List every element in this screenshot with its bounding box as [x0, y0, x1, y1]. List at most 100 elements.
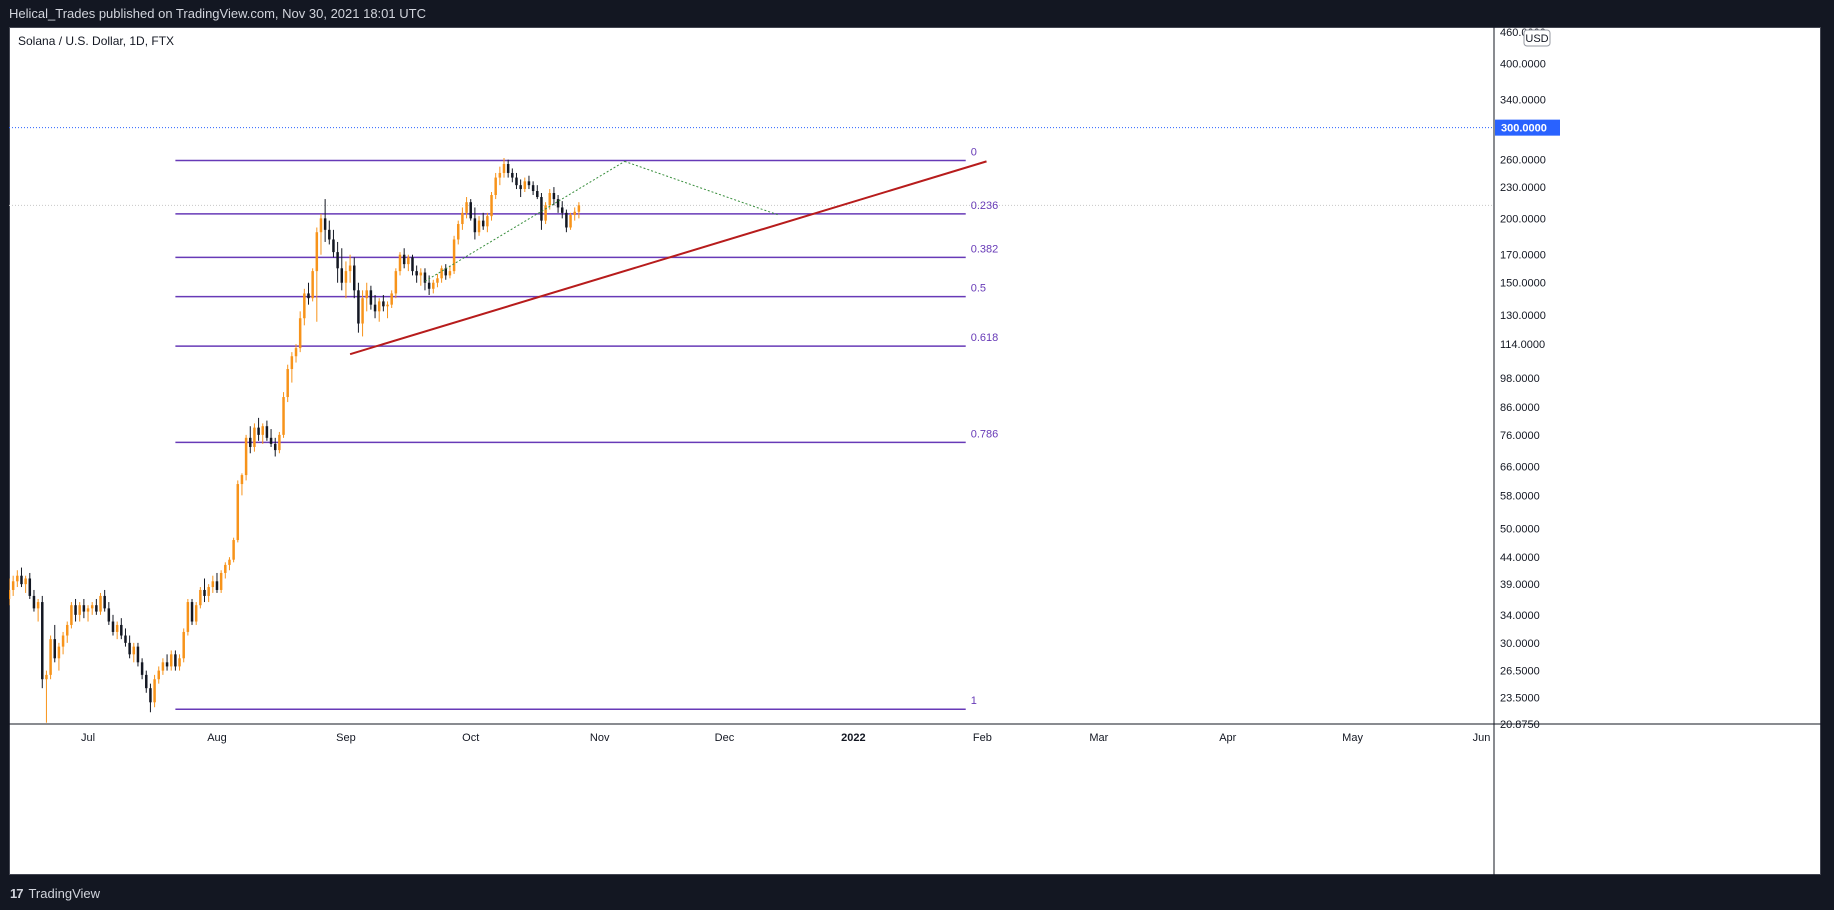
candle-body — [361, 298, 364, 324]
candle-body — [99, 595, 102, 612]
candle-body — [511, 172, 514, 178]
candle-body — [427, 282, 431, 289]
candle-body — [145, 674, 148, 689]
candle-body — [502, 164, 506, 173]
footer-bar: 17 TradingView — [0, 876, 1834, 910]
candle-body — [215, 581, 219, 590]
candle-body — [365, 290, 368, 299]
y-tick-label: 98.0000 — [1500, 373, 1540, 385]
candle-body — [548, 193, 552, 206]
candle-body — [136, 646, 140, 663]
candle-body — [190, 602, 194, 622]
candle-body — [544, 205, 547, 221]
currency-badge-label: USD — [1525, 33, 1548, 45]
currency-badge — [1523, 29, 1551, 47]
candle-body — [481, 220, 485, 227]
candle-body — [65, 624, 69, 636]
candle-body — [286, 369, 289, 398]
candle-body — [473, 218, 477, 233]
x-tick-label: 2022 — [841, 732, 865, 744]
x-tick-label: Dec — [715, 732, 735, 744]
candle-body — [348, 265, 352, 272]
candle-body — [527, 181, 531, 186]
candle-body — [28, 578, 32, 596]
candle-body — [357, 290, 360, 324]
candle-body — [552, 193, 556, 200]
y-tick-label: 86.0000 — [1500, 402, 1540, 414]
y-tick-label: 114.0000 — [1500, 339, 1545, 351]
candle-body — [224, 564, 227, 573]
candle-body — [415, 271, 418, 276]
x-tick-label: Nov — [590, 732, 610, 744]
candle-body — [377, 301, 381, 312]
drawings-layer[interactable] — [9, 127, 1494, 356]
candle-body — [432, 282, 435, 289]
candle-body — [469, 202, 472, 219]
candle-body — [340, 268, 344, 283]
candle-body — [394, 271, 398, 294]
candle-body — [20, 575, 23, 585]
candle-body — [577, 205, 581, 212]
y-tick-label: 76.0000 — [1500, 430, 1540, 442]
y-tick-label: 260.0000 — [1500, 155, 1546, 167]
candle-body — [240, 475, 244, 485]
candle-body — [294, 348, 298, 357]
candle-body — [298, 318, 302, 349]
candle-body — [244, 437, 248, 476]
candle-body — [523, 181, 527, 190]
candle-body — [86, 608, 90, 612]
y-tick-label: 170.0000 — [1500, 250, 1546, 262]
dotted-trend-line — [424, 160, 625, 282]
candle-body — [536, 191, 539, 198]
candle-body — [444, 268, 448, 276]
candle-body — [149, 688, 152, 703]
candle-body — [49, 639, 52, 675]
candle-body — [265, 426, 269, 438]
candle-body — [228, 559, 231, 565]
fib-level-label: 0.236 — [971, 200, 999, 212]
candle-body — [41, 602, 44, 680]
candle-body — [519, 185, 522, 190]
candle-body — [344, 271, 348, 283]
x-tick-label: Aug — [207, 732, 227, 744]
candle-body — [423, 272, 427, 283]
candle-body — [319, 218, 323, 233]
y-tick-label: 20.8750 — [1500, 719, 1540, 731]
x-tick-label: Jun — [1473, 732, 1491, 744]
candle-body — [307, 293, 310, 299]
candle-body — [61, 635, 65, 647]
candle-body — [16, 575, 19, 582]
candle-body — [353, 265, 356, 291]
candle-body — [253, 427, 256, 447]
y-tick-label: 230.0000 — [1500, 182, 1546, 194]
price-tag — [1495, 119, 1560, 136]
candle-body — [107, 608, 111, 622]
x-tick-label: Apr — [1219, 732, 1236, 744]
candle-body — [115, 624, 119, 632]
candle-body — [207, 587, 210, 596]
candle-body — [211, 581, 215, 588]
candle-body — [490, 195, 493, 217]
chart-canvas[interactable]: 0 0.236 0.382 0.5 0.618 0.786 1 20.8750 23.5000… — [9, 27, 1821, 875]
candle-body — [515, 177, 518, 186]
candle-body — [407, 257, 410, 265]
fib-retracement[interactable]: 0 0.236 0.382 0.5 0.618 0.786 1 — [175, 147, 998, 710]
tradingview-logo-icon[interactable]: 17 — [10, 885, 24, 901]
fib-level-label: 1 — [971, 695, 977, 707]
candle-body — [336, 252, 339, 269]
fib-level-label: 0.382 — [971, 243, 999, 255]
fib-level-label: 0.5 — [971, 283, 986, 295]
x-tick-label: Sep — [336, 732, 356, 744]
footer-brand[interactable]: TradingView — [28, 885, 101, 901]
symbol-title[interactable]: Solana / U.S. Dollar, 1D, FTX — [18, 34, 175, 48]
candle-body — [199, 589, 202, 606]
candle-body — [386, 304, 389, 307]
candle-body — [273, 443, 277, 451]
candle-body — [9, 589, 11, 599]
candle-body — [328, 229, 331, 240]
candle-body — [11, 581, 15, 590]
candle-body — [24, 578, 27, 585]
candle-body — [45, 674, 48, 680]
candle-body — [390, 293, 393, 305]
candle-body — [456, 224, 460, 240]
